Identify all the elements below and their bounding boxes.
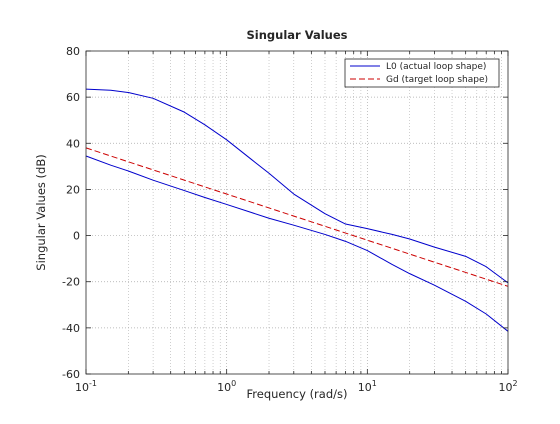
x-tick-label: 10-1	[75, 379, 97, 394]
series-layer	[85, 88, 509, 332]
legend-box	[344, 58, 500, 88]
grid-major	[86, 51, 508, 374]
y-tick-label: -60	[62, 368, 80, 381]
plot-border	[85, 50, 509, 375]
ticks-layer	[85, 50, 509, 375]
x-tick-label: 101	[358, 379, 377, 394]
y-tick-label: -40	[62, 322, 80, 335]
series-l0-upper-line	[85, 88, 509, 284]
y-tick-label: 80	[66, 45, 80, 58]
legend-label-gd: Gd (target loop shape)	[386, 75, 488, 85]
series-l0-lower-line	[85, 155, 509, 332]
plot-area	[86, 51, 508, 374]
x-axis-label: Frequency (rad/s)	[247, 387, 348, 401]
y-tick-label: 60	[66, 91, 80, 104]
legend: L0 (actual loop shape) Gd (target loop s…	[344, 58, 500, 88]
y-tick-label: 40	[66, 137, 80, 150]
x-tick-label: 100	[217, 379, 236, 394]
chart-title: Singular Values	[246, 28, 347, 42]
y-tick-label: 0	[73, 230, 80, 243]
series-gd-line	[85, 147, 509, 287]
y-axis-label: Singular Values (dB)	[34, 154, 48, 270]
y-tick-label: 20	[66, 183, 80, 196]
tick-labels: 10-1 100 101 102 -60 -40 -20 0 20 40 60 80	[62, 45, 518, 394]
x-tick-label: 102	[498, 379, 517, 394]
y-tick-label: -20	[62, 276, 80, 289]
legend-label-l0: L0 (actual loop shape)	[386, 62, 486, 72]
